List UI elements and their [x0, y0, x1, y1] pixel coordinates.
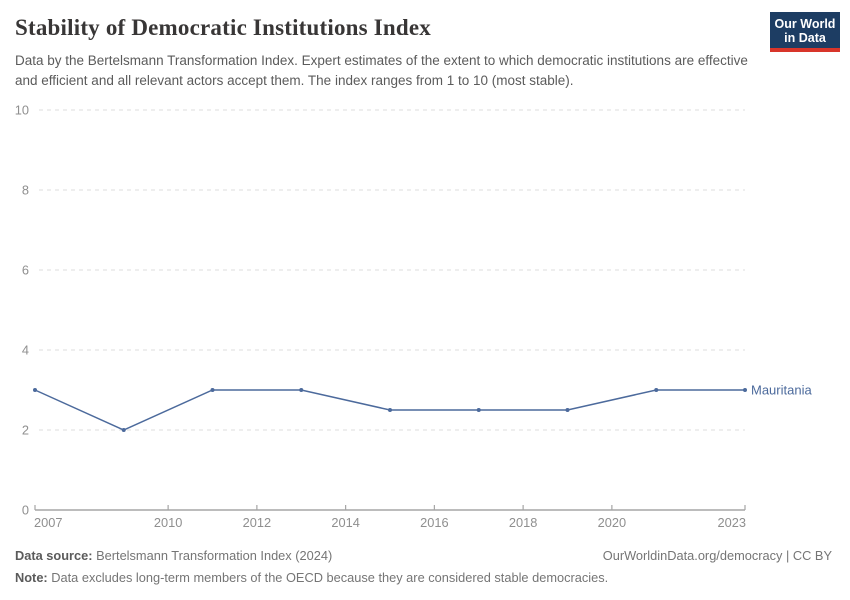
line-chart: 0 2 4 6 8 10 2007 2010 2012 2014 2016 2018 2020 2023 M…	[15, 103, 813, 531]
footnote-label: Note:	[15, 570, 48, 585]
x-tick-label: 2007	[34, 515, 62, 530]
x-tick-label: 2018	[509, 515, 537, 530]
footnote-value: Data excludes long-term members of the O…	[51, 570, 609, 585]
owid-logo-line1: Our World	[774, 17, 836, 31]
data-point	[654, 388, 659, 392]
chart-title: Stability of Democratic Institutions Ind…	[15, 15, 432, 40]
data-point	[388, 408, 392, 412]
owid-logo: Our World in Data	[770, 12, 840, 52]
data-source: Data source: Bertelsmann Transformation …	[15, 548, 332, 563]
y-tick-label: 4	[22, 343, 29, 358]
chart-subtitle: Data by the Bertelsmann Transformation I…	[15, 53, 748, 88]
chart-footer: Data source: Bertelsmann Transformation …	[15, 548, 832, 585]
attribution: OurWorldinData.org/democracy | CC BY	[602, 548, 832, 563]
data-point	[743, 388, 747, 392]
x-tick-label: 2010	[154, 515, 182, 530]
data-point	[210, 388, 215, 392]
data-point	[565, 408, 570, 412]
x-tick-label: 2012	[243, 515, 271, 530]
x-tick-label: 2016	[420, 515, 448, 530]
x-tick-label: 2014	[331, 515, 359, 530]
y-tick-label: 6	[22, 263, 29, 278]
data-point	[476, 408, 481, 412]
data-point	[121, 428, 126, 432]
y-tick-label: 8	[22, 183, 29, 198]
data-source-value: Bertelsmann Transformation Index (2024)	[96, 548, 333, 563]
data-point	[33, 388, 37, 392]
data-point	[299, 388, 304, 392]
x-tick-label: 2023	[718, 515, 746, 530]
footnote: Note: Data excludes long-term members of…	[15, 570, 832, 585]
y-tick-label: 10	[15, 103, 29, 118]
owid-logo-line2: in Data	[784, 31, 826, 45]
data-source-label: Data source:	[15, 548, 93, 563]
series-end-label: Mauritania	[751, 383, 812, 398]
y-tick-label: 0	[22, 503, 29, 518]
x-tick-label: 2020	[598, 515, 626, 530]
y-tick-label: 2	[22, 423, 29, 438]
